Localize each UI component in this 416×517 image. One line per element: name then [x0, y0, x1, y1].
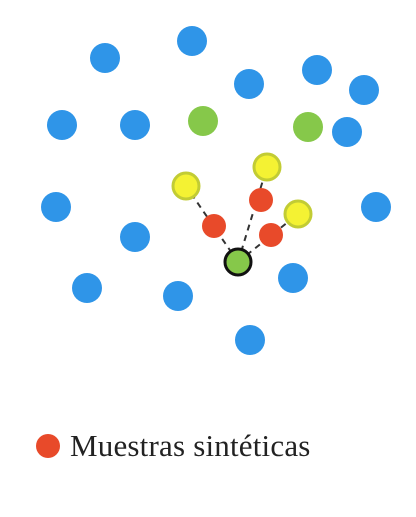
majority-sample — [47, 110, 77, 140]
majority-sample — [349, 75, 379, 105]
minority-sample — [293, 112, 323, 142]
legend-synthetic-swatch — [36, 433, 60, 458]
majority-sample — [302, 55, 332, 85]
legend: Muestras sintéticas — [36, 430, 311, 461]
neighbor-sample-right — [283, 199, 313, 229]
synthetic-sample — [259, 223, 283, 247]
majority-sample — [163, 281, 193, 311]
majority-sample — [177, 26, 207, 56]
majority-sample — [361, 192, 391, 222]
link-to-neighbor-top — [237, 166, 268, 263]
majority-sample — [235, 325, 265, 355]
synthetic-sample — [249, 188, 273, 212]
neighbor-links — [185, 166, 299, 263]
majority-sample — [332, 117, 362, 147]
majority-samples — [41, 26, 391, 355]
majority-sample — [120, 110, 150, 140]
majority-sample — [90, 43, 120, 73]
majority-sample — [72, 273, 102, 303]
majority-sample — [120, 222, 150, 252]
nearest-neighbors — [171, 152, 313, 229]
legend-label: Muestras sintéticas — [70, 428, 311, 463]
synthetic-sample — [202, 214, 226, 238]
majority-sample — [234, 69, 264, 99]
focus-minority-sample — [223, 247, 253, 277]
neighbor-sample-top — [252, 152, 282, 182]
minority-samples — [188, 106, 323, 142]
neighbor-sample-left — [171, 171, 201, 201]
synthetic-samples — [202, 188, 283, 247]
majority-sample — [278, 263, 308, 293]
minority-sample — [188, 106, 218, 136]
majority-sample — [41, 192, 71, 222]
